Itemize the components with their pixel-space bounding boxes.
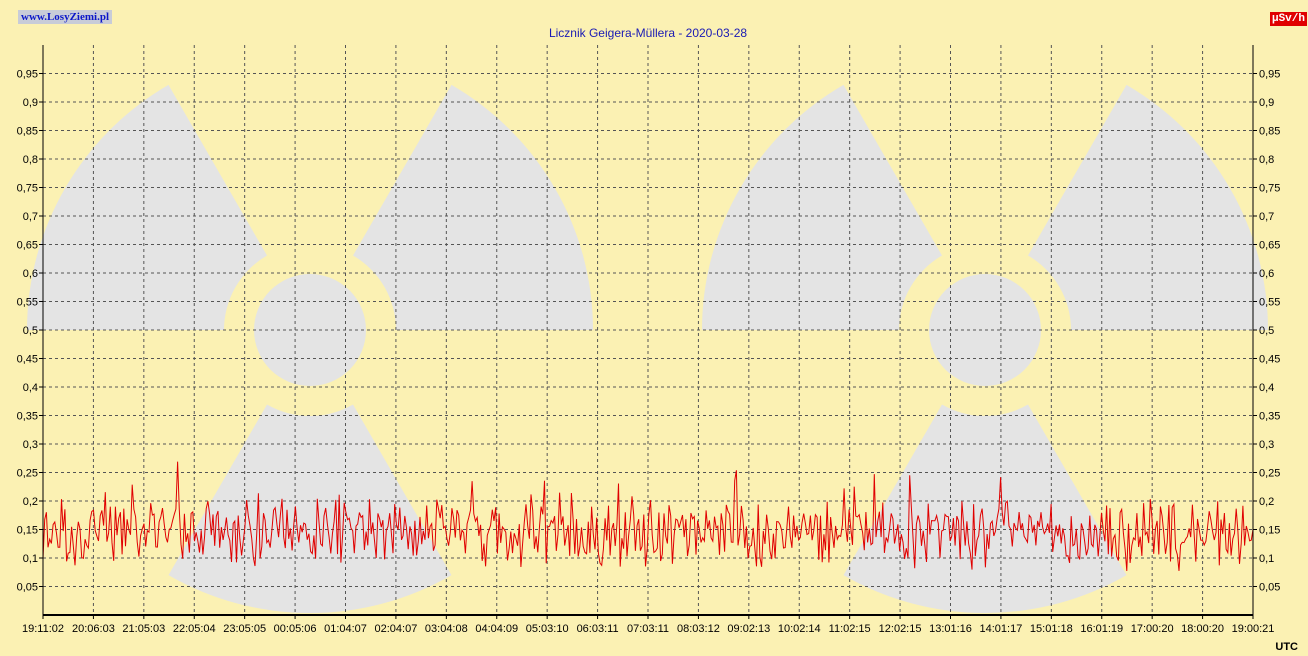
y-tick-label: 0,45 [17,354,38,366]
trefoil-blade [353,84,593,330]
x-tick-label: 12:02:15 [879,623,922,635]
x-tick-label: 04:04:09 [475,623,518,635]
x-tick-label: 23:05:05 [223,623,266,635]
y-tick-label: 0,95 [17,69,38,81]
y-tick-label: 0,4 [1259,382,1274,394]
y-tick-label: 0,75 [17,183,38,195]
x-tick-label: 19:11:02 [22,623,64,635]
x-tick-label: 14:01:17 [980,623,1023,635]
y-tick-label: 0,55 [17,297,38,309]
grid-lines [43,45,1253,615]
y-tick-label: 0,8 [23,154,38,166]
x-tick-label: 01:04:07 [324,623,367,635]
y-tick-label: 0,65 [17,240,38,252]
x-tick-label: 16:01:19 [1080,623,1123,635]
y-tick-label: 0,85 [17,126,38,138]
x-tick-label: 17:00:20 [1131,623,1174,635]
y-tick-label: 0,45 [1259,354,1280,366]
chart-title: Licznik Geigera-Müllera - 2020-03-28 [548,26,748,40]
y-tick-label: 0,2 [1259,496,1274,508]
x-tick-label: 06:03:11 [577,623,619,635]
site-link[interactable]: www.LosyZiemi.pl [18,10,113,24]
y-tick-label: 0,4 [23,382,38,394]
x-tick-label: 11:02:15 [829,623,871,635]
y-tick-label: 0,15 [1259,525,1280,537]
series-line [42,461,1254,571]
x-tick-label: 18:00:20 [1181,623,1224,635]
x-tick-label: 10:02:14 [778,623,821,635]
y-tick-label: 0,9 [23,97,38,109]
x-axis-unit: UTC [1275,641,1298,653]
x-tick-label: 05:03:10 [526,623,569,635]
y-tick-label: 0,15 [17,525,38,537]
y-tick-label: 0,3 [23,439,38,451]
x-axis: 19:11:02 20:06:03 21:05:03 22:05:04 23:05:05… [22,615,1274,635]
unit-badge: µSv/h [1269,12,1307,26]
x-tick-label: 19:00:21 [1232,623,1275,635]
y-tick-label: 0,8 [1259,154,1274,166]
x-tick-label: 02:04:07 [375,623,418,635]
y-tick-label: 0,75 [1259,183,1280,195]
x-tick-label: 03:04:08 [425,623,468,635]
x-tick-label: 08:03:12 [677,623,720,635]
y-tick-label: 0,05 [1259,582,1280,594]
trefoil-symbol [702,84,1268,613]
y-tick-label: 0,5 [1259,325,1274,337]
x-tick-label: 13:01:16 [929,623,972,635]
x-tick-label: 09:02:13 [727,623,770,635]
y-tick-label: 0,95 [1259,69,1280,81]
y-tick-label: 0,6 [1259,268,1274,280]
y-tick-label: 0,2 [23,496,38,508]
y-tick-label: 0,05 [17,582,38,594]
y-tick-label: 0,1 [23,553,38,565]
x-tick-label: 22:05:04 [173,623,216,635]
y-tick-label: 0,65 [1259,240,1280,252]
trefoil-blade [26,84,267,330]
y-tick-label: 0,9 [1259,97,1274,109]
y-tick-label: 0,25 [17,468,38,480]
trefoil-blade [1028,84,1268,330]
y-tick-label: 0,1 [1259,553,1274,565]
series-layer [42,461,1254,571]
trefoil-blade [702,84,942,330]
x-tick-label: 21:05:03 [122,623,165,635]
trefoil-blade [843,404,1127,613]
y-tick-label: 0,3 [1259,439,1274,451]
y-tick-label: 0,25 [1259,468,1280,480]
y-tick-label: 0,35 [1259,411,1280,423]
x-tick-label: 00:05:06 [274,623,317,635]
y-tick-label: 0,35 [17,411,38,423]
x-tick-label: 07:03:11 [627,623,669,635]
y-tick-label: 0,6 [23,268,38,280]
y-tick-label: 0,7 [23,211,38,223]
y-tick-label: 0,7 [1259,211,1274,223]
x-tick-label: 15:01:18 [1030,623,1073,635]
trefoil-blade [168,404,452,613]
y-axis-right: 0,05 0,1 0,15 0,2 0,25 0,3 0,35 0,4 0,45 0,5 0,55 0… [1253,69,1280,594]
y-tick-label: 0,85 [1259,126,1280,138]
y-axis-left: 0,05 0,1 0,15 0,2 0,25 0,3 0,35 0,4 0,45 0,5 0,55 0… [17,69,43,594]
x-tick-label: 20:06:03 [72,623,115,635]
y-tick-label: 0,5 [23,325,38,337]
y-tick-label: 0,55 [1259,297,1280,309]
